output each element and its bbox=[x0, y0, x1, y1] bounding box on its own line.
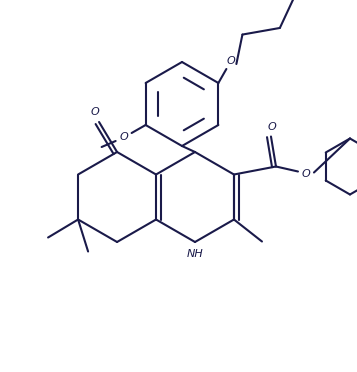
Text: O: O bbox=[119, 132, 128, 142]
Text: O: O bbox=[302, 169, 310, 179]
Text: O: O bbox=[268, 122, 276, 131]
Text: O: O bbox=[91, 107, 100, 117]
Text: O: O bbox=[227, 56, 236, 66]
Text: NH: NH bbox=[187, 249, 203, 259]
